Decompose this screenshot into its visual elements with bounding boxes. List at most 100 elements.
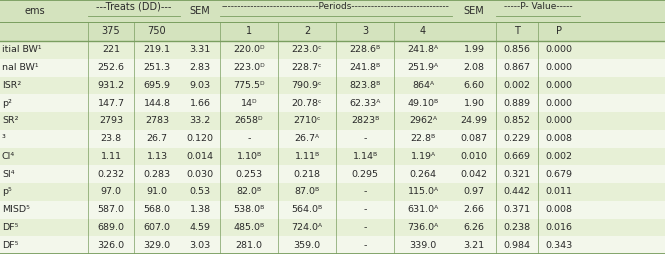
Text: 790.9ᶜ: 790.9ᶜ [292,81,323,90]
Text: 241.8ᴬ: 241.8ᴬ [408,45,438,54]
Text: 2783: 2783 [145,116,169,125]
Text: 2793: 2793 [99,116,123,125]
Text: 6.60: 6.60 [464,81,485,90]
Text: CI⁴: CI⁴ [2,152,15,161]
Text: 1.90: 1.90 [464,99,485,108]
Text: 0.002: 0.002 [503,81,531,90]
Text: 329.0: 329.0 [144,241,170,250]
Text: 359.0: 359.0 [293,241,321,250]
Text: 1.11: 1.11 [100,152,122,161]
Text: 724.0ᴬ: 724.0ᴬ [291,223,323,232]
Text: 0.238: 0.238 [503,223,531,232]
Text: 0.679: 0.679 [545,170,573,179]
Text: 0.984: 0.984 [503,241,531,250]
Text: 0.008: 0.008 [545,134,573,143]
Bar [0,41,665,59]
Text: 3.21: 3.21 [464,241,485,250]
Text: 23.8: 23.8 [100,134,122,143]
Text: ³: ³ [2,134,6,143]
Text: p²: p² [2,99,12,108]
Text: 2.08: 2.08 [464,63,485,72]
Bar [0,236,665,254]
Text: 6.26: 6.26 [464,223,485,232]
Text: 0.852: 0.852 [503,116,531,125]
Text: SEM: SEM [190,6,210,16]
Text: 20.78ᶜ: 20.78ᶜ [292,99,323,108]
Text: 1.66: 1.66 [190,99,211,108]
Text: 568.0: 568.0 [144,205,170,214]
Text: 0.283: 0.283 [144,170,170,179]
Text: 241.8ᴮ: 241.8ᴮ [349,63,380,72]
Text: itial BW¹: itial BW¹ [2,45,42,54]
Text: 251.9ᴬ: 251.9ᴬ [408,63,438,72]
Text: 115.0ᴬ: 115.0ᴬ [408,187,438,196]
Text: 223.0ᶜ: 223.0ᶜ [292,45,323,54]
Text: 0.042: 0.042 [460,170,487,179]
Text: 631.0ᴬ: 631.0ᴬ [408,205,439,214]
Bar [0,76,665,94]
Text: nal BW¹: nal BW¹ [2,63,39,72]
Text: 0.000: 0.000 [545,45,573,54]
Text: 695.9: 695.9 [144,81,170,90]
Text: -: - [363,187,366,196]
Text: -: - [363,205,366,214]
Text: MISD⁵: MISD⁵ [2,205,30,214]
Text: -----P- Value-----: -----P- Value----- [503,2,573,11]
Text: 0.087: 0.087 [460,134,487,143]
Text: 1: 1 [246,26,252,37]
Text: ------------------------------Periods------------------------------: ------------------------------Periods---… [222,2,450,11]
Text: DF⁵: DF⁵ [2,241,19,250]
Text: -: - [363,223,366,232]
Text: SR²: SR² [2,116,19,125]
Text: 87.0ᴮ: 87.0ᴮ [295,187,320,196]
Text: 0.264: 0.264 [410,170,436,179]
Bar [0,130,665,148]
Text: 2.83: 2.83 [190,63,211,72]
Text: 0.010: 0.010 [460,152,487,161]
Text: 62.33ᴬ: 62.33ᴬ [349,99,380,108]
Text: ISR²: ISR² [2,81,21,90]
Text: 223.0ᴰ: 223.0ᴰ [233,63,265,72]
Text: 2710ᶜ: 2710ᶜ [293,116,321,125]
Text: 0.442: 0.442 [503,187,531,196]
Text: DF⁵: DF⁵ [2,223,19,232]
Text: 1.10ᴮ: 1.10ᴮ [237,152,261,161]
Text: 0.253: 0.253 [235,170,263,179]
Text: P: P [556,26,562,37]
Text: SEM: SEM [464,6,484,16]
Text: ---Treats (DD)---: ---Treats (DD)--- [96,1,172,11]
Text: 564.0ᴮ: 564.0ᴮ [291,205,323,214]
Text: 0.002: 0.002 [545,152,573,161]
Text: 736.0ᴬ: 736.0ᴬ [408,223,439,232]
Text: 864ᴬ: 864ᴬ [412,81,434,90]
Bar [0,22,665,41]
Text: 0.867: 0.867 [503,63,531,72]
Text: 97.0: 97.0 [100,187,122,196]
Text: 144.8: 144.8 [144,99,170,108]
Text: 2: 2 [304,26,310,37]
Text: 607.0: 607.0 [144,223,170,232]
Text: 4.59: 4.59 [190,223,211,232]
Text: 2823ᴮ: 2823ᴮ [351,116,379,125]
Text: 0.011: 0.011 [545,187,573,196]
Bar [0,201,665,218]
Text: 0.53: 0.53 [190,187,211,196]
Text: 1.19ᴬ: 1.19ᴬ [410,152,436,161]
Text: 3: 3 [362,26,368,37]
Text: 49.10ᴮ: 49.10ᴮ [408,99,438,108]
Bar [0,148,665,165]
Bar [0,218,665,236]
Text: 0.016: 0.016 [545,223,573,232]
Text: 931.2: 931.2 [98,81,124,90]
Text: 251.3: 251.3 [144,63,170,72]
Text: 281.0: 281.0 [235,241,263,250]
Bar [0,0,665,22]
Text: 0.000: 0.000 [545,63,573,72]
Text: 0.014: 0.014 [186,152,213,161]
Text: -: - [363,134,366,143]
Bar [0,94,665,112]
Text: 0.97: 0.97 [464,187,485,196]
Text: 33.2: 33.2 [190,116,211,125]
Text: 326.0: 326.0 [98,241,124,250]
Text: 1.13: 1.13 [146,152,168,161]
